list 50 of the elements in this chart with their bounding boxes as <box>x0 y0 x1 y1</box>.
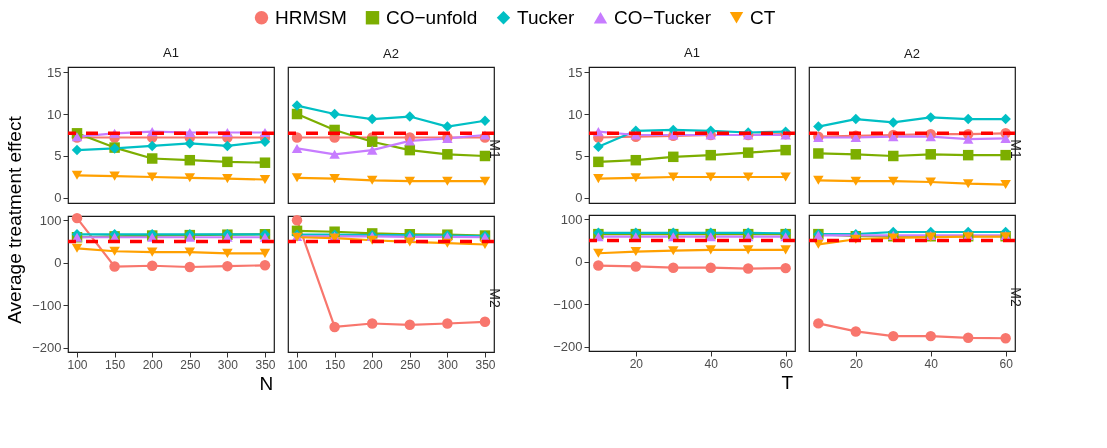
x-tick-label: 60 <box>779 356 794 371</box>
y-tick-label: 5 <box>575 148 583 164</box>
y2-axis-title: M1 <box>487 139 503 159</box>
y2-axis-title: M2 <box>1008 287 1024 307</box>
y-tick-label: 5 <box>54 148 62 164</box>
y-tick-label: −100 <box>32 297 62 313</box>
x-tick-label: 100 <box>67 357 88 372</box>
x-tick-label: 150 <box>325 357 346 372</box>
legend-label: CO−unfold <box>386 6 478 28</box>
legend-label: HRMSM <box>275 6 347 28</box>
x-tick-label: 200 <box>362 357 384 372</box>
x-tick-label: 350 <box>255 357 276 372</box>
legend-label: CT <box>750 6 776 28</box>
legend-label: CO−Tucker <box>614 6 712 28</box>
y-tick-label: 100 <box>39 212 62 228</box>
y-tick-label: 0 <box>54 255 62 271</box>
y-tick-label: 10 <box>47 106 62 122</box>
x-tick-label: 20 <box>629 356 644 371</box>
x-tick-label: 250 <box>400 357 421 372</box>
y2-axis-title: M2 <box>487 288 503 308</box>
y2-axis-title: M1 <box>1008 139 1024 159</box>
x-tick-label: 300 <box>437 357 459 372</box>
x-tick-label: 40 <box>704 356 719 371</box>
y-tick-label: 100 <box>560 211 583 227</box>
chart-title: A2 <box>904 46 920 61</box>
y-tick-label: 15 <box>47 64 62 80</box>
chart-title: A1 <box>163 45 179 61</box>
x-tick-label: 300 <box>217 357 239 372</box>
y-tick-label: −200 <box>32 340 62 356</box>
y-tick-label: 15 <box>568 64 583 80</box>
x-axis-title: T <box>781 371 794 393</box>
y-tick-label: 0 <box>54 190 62 206</box>
x-tick-label: 40 <box>924 356 939 371</box>
x-axis-title: N <box>259 372 274 394</box>
y-tick-label: −100 <box>553 296 583 312</box>
y-axis-title: Average treatment effect <box>4 115 26 324</box>
y-tick-label: 0 <box>575 254 583 270</box>
y-tick-label: −200 <box>553 339 583 355</box>
x-tick-label: 60 <box>999 356 1014 371</box>
chart-title: A1 <box>684 45 700 61</box>
y-tick-label: 0 <box>575 190 583 206</box>
x-tick-label: 350 <box>475 357 496 372</box>
x-tick-label: 200 <box>142 357 164 372</box>
y-tick-label: 10 <box>568 106 583 122</box>
chart-title: A2 <box>383 46 399 61</box>
legend-label: Tucker <box>517 6 576 28</box>
x-tick-label: 250 <box>180 357 201 372</box>
x-tick-label: 100 <box>287 357 308 372</box>
x-tick-label: 20 <box>849 356 864 371</box>
x-tick-label: 150 <box>105 357 126 372</box>
